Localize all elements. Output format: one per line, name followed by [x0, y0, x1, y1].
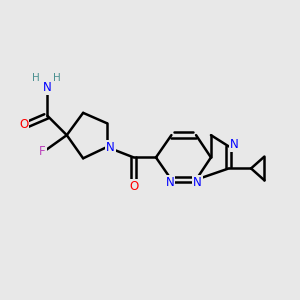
Text: N: N	[230, 138, 239, 152]
Text: N: N	[193, 176, 202, 189]
Text: N: N	[43, 81, 52, 94]
Text: N: N	[166, 176, 174, 189]
Text: O: O	[19, 118, 28, 131]
Text: F: F	[39, 145, 46, 158]
Text: H: H	[32, 73, 40, 83]
Text: H: H	[53, 73, 61, 83]
Text: N: N	[106, 140, 115, 154]
Text: O: O	[129, 180, 138, 193]
